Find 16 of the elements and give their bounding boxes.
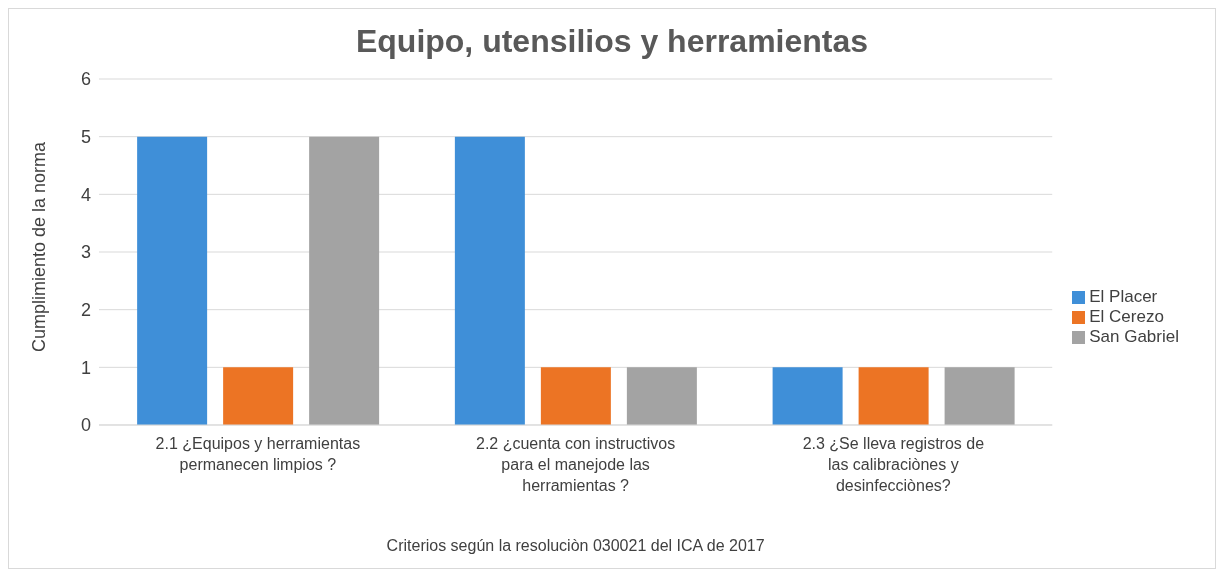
y-tick-label: 0 <box>80 415 91 436</box>
legend-label: El Placer <box>1089 287 1158 306</box>
y-tick-label: 6 <box>80 69 91 90</box>
x-tick-label: 2.1 ¿Equipos y herramientas permanecen limpios ? <box>155 435 361 473</box>
x-axis-title: Criterios según la resoluciòn 030021 del ICA de 2017 <box>386 537 765 554</box>
y-tick-label: 3 <box>80 242 91 263</box>
y-tick-label: 1 <box>80 357 91 378</box>
x-tick-label: 2.2 ¿cuenta con instructivos para el manejode las herramientas ? <box>476 435 676 494</box>
chart-title: Equipo, utensilios y herramientas <box>354 22 870 61</box>
y-tick-label: 2 <box>80 300 91 321</box>
y-axis-title: Cumplimiento de la norma <box>29 140 50 352</box>
legend-label: San Gabriel <box>1089 327 1179 346</box>
legend-label: El Cerezo <box>1089 307 1164 326</box>
y-tick-label: 5 <box>80 127 91 148</box>
x-tick-label: 2.3 ¿Se lleva registros de las calibraciònes y desinfecciònes? <box>802 435 985 494</box>
y-tick-label: 4 <box>80 184 91 205</box>
